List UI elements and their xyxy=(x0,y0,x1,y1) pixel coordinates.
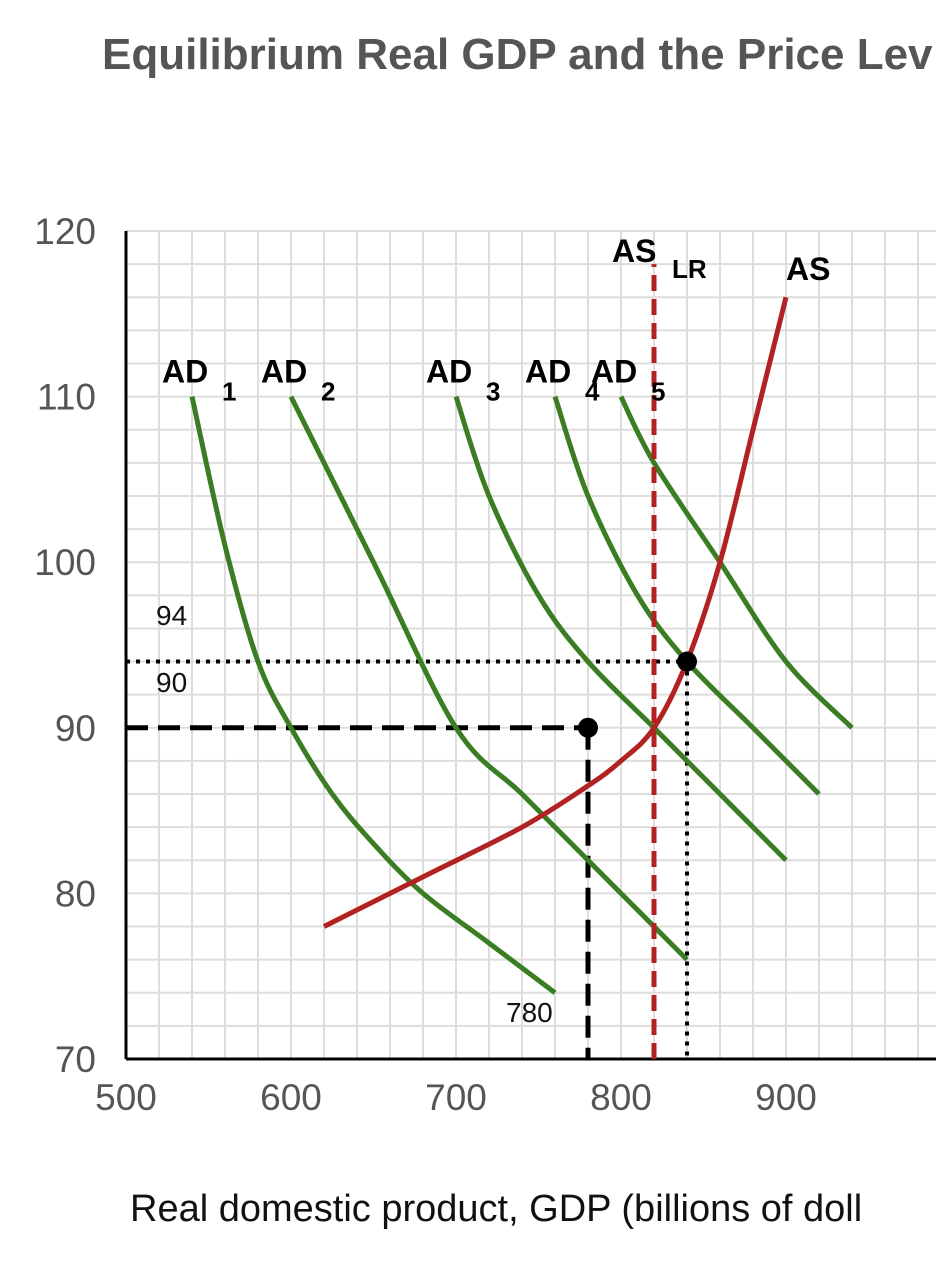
curve-label-sub-ad-1: 1 xyxy=(222,377,236,407)
x-axis-label: Real domestic product, GDP (billions of … xyxy=(130,1188,863,1230)
curve-ad-2 xyxy=(288,395,689,962)
curve-label-ad-1: AD xyxy=(162,354,208,390)
chart-title: Equilibrium Real GDP and the Price Lev xyxy=(102,30,933,79)
curve-label-as: AS xyxy=(786,251,830,287)
x-tick-label: 500 xyxy=(95,1077,157,1118)
curve-ad-4 xyxy=(552,395,821,796)
x-tick-label: 800 xyxy=(590,1077,652,1118)
x-tick-label: 700 xyxy=(425,1077,487,1118)
annotation-780: 780 xyxy=(506,997,553,1028)
equilibrium-point xyxy=(677,651,697,672)
curve-as xyxy=(322,296,789,929)
y-tick-label: 70 xyxy=(55,1039,96,1080)
curve-label-sub-ad-5: 5 xyxy=(651,377,665,407)
y-tick-label: 90 xyxy=(55,708,96,749)
curve-label-sub-as-lr: LR xyxy=(672,254,707,284)
curve-label-ad-2: AD xyxy=(261,354,307,390)
chart-grid xyxy=(126,230,936,1059)
equilibrium-points xyxy=(578,651,697,738)
chart-axes: 70 80 90 100 110 120 500 600 700 800 900 1 xyxy=(34,211,936,1118)
guide-lines xyxy=(126,659,689,1059)
curve-label-ad-4: AD xyxy=(525,354,571,390)
curve-label-sub-ad-3: 3 xyxy=(486,377,500,407)
curve-label-sub-ad-4: 4 xyxy=(585,377,600,407)
annotation-90: 90 xyxy=(156,667,187,698)
y-tick-label: 80 xyxy=(55,873,96,914)
chart-curves xyxy=(189,264,854,1059)
curve-label-sub-ad-2: 2 xyxy=(321,377,335,407)
y-tick-label: 120 xyxy=(34,211,96,252)
curve-ad-3 xyxy=(453,395,788,863)
curve-label-as-lr: AS xyxy=(612,233,656,269)
x-tick-label: 900 xyxy=(755,1077,817,1118)
x-tick-label: 600 xyxy=(260,1077,322,1118)
y-tick-label: 100 xyxy=(34,542,96,583)
curve-label-ad-3: AD xyxy=(426,354,472,390)
y-tick-label: 110 xyxy=(37,377,96,418)
equilibrium-point xyxy=(578,717,598,738)
curve-ad-1 xyxy=(189,396,557,995)
annotation-94: 94 xyxy=(156,600,187,631)
curve-label-ad-5: AD xyxy=(591,354,637,390)
